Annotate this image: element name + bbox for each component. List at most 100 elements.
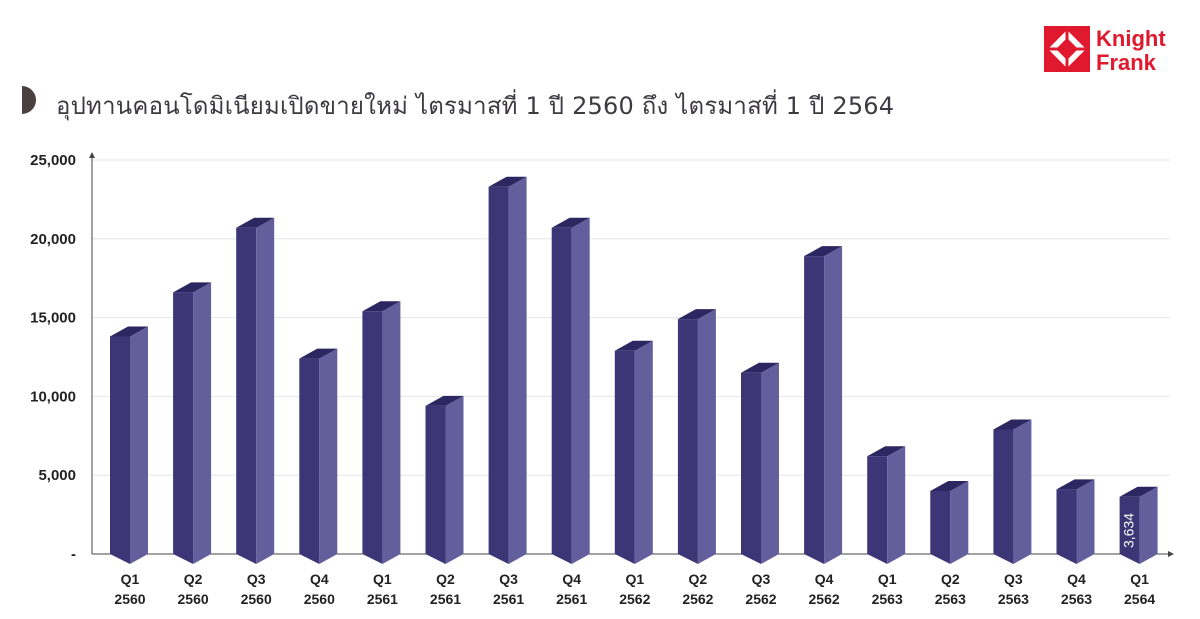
x-tick-label-quarter: Q3 <box>752 571 771 587</box>
bar-front <box>1056 489 1077 564</box>
bar-top <box>1056 479 1095 490</box>
x-tick-label-year: 2562 <box>619 591 650 607</box>
x-tick-label-year: 2563 <box>1061 591 1092 607</box>
y-tick-label: 15,000 <box>30 310 76 327</box>
bar-side <box>824 246 843 565</box>
bar <box>110 326 148 564</box>
bar-side <box>382 301 401 564</box>
knight-frank-logo: Knight Frank <box>1044 26 1166 74</box>
bar-top <box>1119 486 1158 497</box>
knight-frank-logo-icon <box>1044 26 1090 72</box>
bar-side <box>1076 479 1095 564</box>
chart-title: อุปทานคอนโดมิเนียมเปิดขายใหม่ ไตรมาสที่ … <box>56 92 895 120</box>
bar-top <box>677 309 716 320</box>
bar <box>930 480 969 564</box>
bar-front <box>488 186 509 565</box>
bar-side <box>508 176 527 565</box>
bar <box>551 217 590 564</box>
bar-top <box>173 282 212 293</box>
bar-top <box>110 326 148 337</box>
x-tick-label-quarter: Q4 <box>310 571 329 587</box>
x-tick-label-quarter: Q1 <box>1130 571 1149 587</box>
bar-top <box>236 217 275 228</box>
x-axis-arrow <box>1168 551 1174 557</box>
bar-side <box>697 309 716 564</box>
x-tick-label-year: 2564 <box>1124 591 1155 607</box>
x-tick-label-year: 2560 <box>114 591 145 607</box>
bar-front <box>362 311 383 564</box>
x-tick-label-quarter: Q2 <box>184 571 203 587</box>
bar-top <box>930 480 969 491</box>
y-tick-label: 20,000 <box>30 231 76 248</box>
y-axis-ticks: - 5,000 10,000 15,000 20,000 25,000 <box>30 152 76 563</box>
x-tick-label-quarter: Q4 <box>562 571 581 587</box>
bar-top <box>299 348 338 359</box>
bar-front <box>173 292 194 564</box>
bar-side <box>1139 486 1158 564</box>
bar <box>488 176 527 565</box>
x-tick-label-year: 2560 <box>241 591 272 607</box>
bar-front <box>741 372 761 564</box>
y-tick-label: - <box>71 546 76 563</box>
bar <box>1119 486 1158 564</box>
bar-front <box>804 256 825 564</box>
x-tick-label-quarter: Q2 <box>941 571 960 587</box>
bar-top <box>488 176 527 187</box>
x-tick-label-quarter: Q2 <box>689 571 708 587</box>
bar-front <box>425 405 446 564</box>
bar <box>804 246 843 565</box>
x-tick-label-quarter: Q4 <box>815 571 834 587</box>
x-tick-label-year: 2563 <box>872 591 903 607</box>
x-tick-label-quarter: Q1 <box>121 571 140 587</box>
bar-top <box>741 362 779 373</box>
bar-top <box>362 301 401 312</box>
y-tick-label: 25,000 <box>30 152 76 169</box>
bar-side <box>571 217 590 564</box>
bar-top <box>551 217 590 228</box>
x-tick-label-quarter: Q1 <box>625 571 644 587</box>
x-tick-label-year: 2562 <box>745 591 776 607</box>
x-tick-label-quarter: Q3 <box>499 571 518 587</box>
bar-top <box>993 419 1032 430</box>
x-tick-label-quarter: Q4 <box>1067 571 1086 587</box>
x-tick-label-year: 2561 <box>430 591 461 607</box>
logo-cross <box>1048 30 1086 68</box>
bar <box>677 309 716 564</box>
x-tick-label-year: 2562 <box>809 591 840 607</box>
bar-front <box>867 456 888 564</box>
bars <box>110 176 1158 565</box>
bar-top <box>425 395 464 406</box>
bar-side <box>887 446 906 564</box>
bar <box>236 217 275 564</box>
logo-text-knight: Knight <box>1096 26 1166 51</box>
bar <box>614 340 653 564</box>
bar-front <box>993 429 1014 564</box>
bar-side <box>634 340 653 564</box>
bar-side <box>130 326 148 564</box>
bar-front <box>110 336 130 564</box>
bar-side <box>1013 419 1032 564</box>
bar <box>299 348 338 564</box>
x-tick-label-year: 2561 <box>367 591 398 607</box>
bar-side <box>445 395 464 564</box>
bar-front <box>677 319 698 564</box>
bar <box>173 282 212 564</box>
bar <box>993 419 1032 564</box>
x-tick-label-year: 2560 <box>304 591 335 607</box>
bar-side <box>761 362 779 564</box>
x-tick-label-quarter: Q1 <box>878 571 897 587</box>
bar-front <box>614 350 635 564</box>
bar-front <box>236 227 257 564</box>
x-tick-label-year: 2560 <box>178 591 209 607</box>
bar-front <box>551 227 572 564</box>
bar <box>425 395 464 564</box>
bar-side <box>193 282 212 564</box>
bar-side <box>319 348 338 564</box>
x-tick-label-quarter: Q2 <box>436 571 455 587</box>
bar-top <box>867 446 906 457</box>
bar <box>867 446 906 564</box>
bar <box>362 301 401 564</box>
bar-front <box>299 358 320 564</box>
bar <box>1056 479 1095 564</box>
